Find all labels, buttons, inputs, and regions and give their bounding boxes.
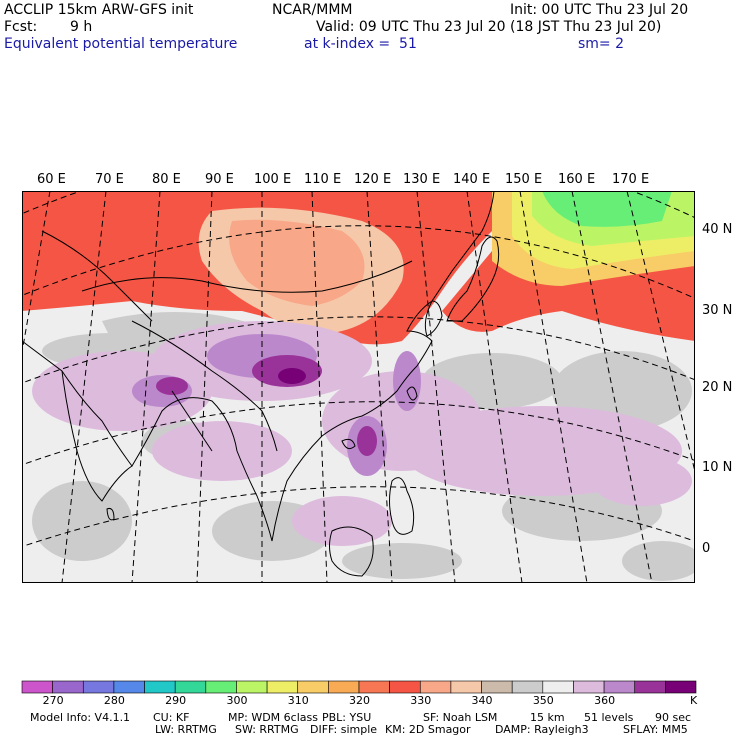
lon-label: 60 E [37,172,66,187]
forecast-label: Fcst: [4,19,38,35]
lat-label: 20 N [702,380,733,395]
colorbar-tick-label: 360 [594,694,616,707]
lat-label: 30 N [702,303,733,318]
model-info-item: 90 sec [655,711,692,724]
lon-label: 70 E [95,172,124,187]
colorbar-swatch [328,680,360,694]
model-info-item: PBL: YSU [322,711,372,724]
colorbar-swatch [113,680,145,694]
colorbar-swatch [542,680,574,694]
colorbar-swatch [358,680,390,694]
model-info-item: 51 levels [584,711,634,724]
colorbar-swatch [266,680,299,694]
colorbar-tick-label: 270 [42,694,64,707]
lat-label: 40 N [702,222,733,237]
map-frame [22,191,695,583]
colorbar-tick-label: 320 [349,694,370,707]
model-info-item: CU: KF [153,711,190,724]
lat-label: 0 [702,541,711,556]
field-name: Equivalent potential temperature [4,36,238,52]
colorbar-swatch [82,680,115,694]
theta-e-map [22,191,695,583]
colorbar-tick-label: 290 [165,694,187,707]
colorbar-tick-label: 330 [410,694,432,707]
model-info-item: DAMP: Rayleigh3 [495,723,589,736]
lon-label: 170 E [612,172,650,187]
model-info-item: LW: RRTMG [155,723,217,736]
colorbar-swatch [174,680,207,694]
colorbar-swatch [419,680,452,694]
lon-label: 90 E [205,172,234,187]
lat-label: 10 N [702,460,733,475]
lon-label: 100 E [254,172,292,187]
smoothing: sm= 2 [578,36,625,52]
latitude-lines [22,191,695,548]
colorbar-swatch [573,680,605,694]
field-335-region [229,219,365,306]
forecast-value: 9 h [70,19,93,35]
colorbar-swatch [634,680,666,694]
colorbar-unit: K [690,694,698,707]
colorbar-tick-label: 350 [532,694,554,707]
model-info-item: KM: 2D Smagor [385,723,471,736]
lon-label: 160 E [558,172,596,187]
model-info-item: Model Info: V4.1.1 [30,711,131,724]
init-time: Init: 00 UTC Thu 23 Jul 20 [510,2,689,18]
colorbar-swatch [297,680,329,694]
level-index: at k-index = 51 [304,36,417,52]
lon-label: 110 E [304,172,342,187]
colorbar-tick-label: 340 [471,694,493,707]
colorbar-swatch [481,680,513,694]
model-info-item: DIFF: simple [310,723,378,736]
colorbar-swatch [21,680,53,694]
model-title: ACCLIP 15km ARW-GFS init [4,2,194,18]
model-info-item: SW: RRTMG [235,723,299,736]
longitude-lines [22,191,695,583]
colorbar-swatch [603,680,636,694]
model-info-item: SFLAY: MM5 [623,723,688,736]
colorbar-swatch [665,680,697,694]
model-info-item: MP: WDM 6class [228,711,318,724]
colorbar-swatch [144,680,176,694]
colorbar-tick-label: 300 [226,694,248,707]
colorbar-swatch [236,680,268,694]
lon-label: 140 E [453,172,491,187]
field-350-region [32,333,695,581]
colorbar-swatch [450,680,482,694]
colorbar [21,680,697,694]
field-300-region [542,191,672,227]
org-label: NCAR/MMM [272,2,353,18]
colorbar-tick-label: 280 [103,694,125,707]
lon-label: 80 E [152,172,181,187]
colorbar-swatch [205,680,237,694]
colorbar-tick-label: 310 [287,694,309,707]
colorbar-swatch [389,680,421,694]
colorbar-swatch [511,680,544,694]
lon-label: 130 E [403,172,441,187]
colorbar-swatch [52,680,84,694]
lon-label: 150 E [505,172,543,187]
model-info-item: SF: Noah LSM [423,711,498,724]
coastlines [22,191,500,577]
field-375-region [278,368,306,384]
lon-label: 120 E [354,172,392,187]
model-info-item: 15 km [530,711,565,724]
valid-time: Valid: 09 UTC Thu 23 Jul 20 (18 JST Thu … [316,19,662,35]
